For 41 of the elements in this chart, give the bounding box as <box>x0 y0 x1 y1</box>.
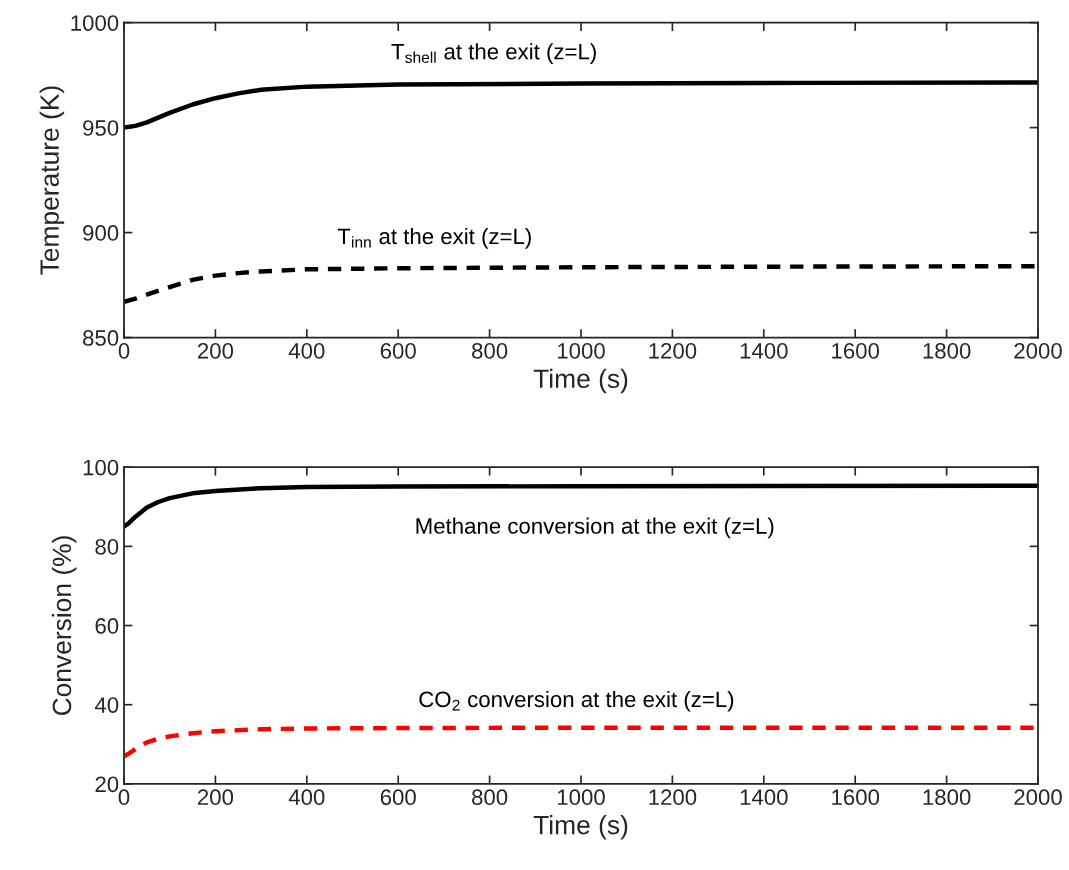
x-tick-label: 1600 <box>832 789 880 806</box>
y-tick-label: 950 <box>83 120 119 136</box>
x-tick-label: 400 <box>288 343 325 359</box>
x-tick-label: 1400 <box>740 789 788 806</box>
x-tick-label: 200 <box>197 343 234 359</box>
x-axis-title: Time (s) <box>533 815 628 840</box>
line-series <box>124 263 1038 305</box>
x-tick-label: 2000 <box>1014 343 1062 359</box>
x-tick-label: 1800 <box>923 789 971 806</box>
y-tick-label: 100 <box>83 459 119 476</box>
x-tick-label: 0 <box>118 343 130 359</box>
y-tick-label: 900 <box>83 225 119 241</box>
y-tick-label: 850 <box>83 330 119 346</box>
x-tick-label: 800 <box>472 343 508 359</box>
y-tick-label: 20 <box>95 776 119 793</box>
x-tick-label: 400 <box>288 789 325 806</box>
x-tick-label: 1200 <box>649 343 697 359</box>
annotation: CO$_{2}$ conversion at the exit (z=L) <box>419 690 734 712</box>
x-tick-label: 0 <box>118 789 130 806</box>
x-tick-label: 600 <box>380 343 416 359</box>
x-tick-label: 2000 <box>1014 789 1062 806</box>
y-tick-label: 60 <box>95 618 119 634</box>
x-tick-label: 1400 <box>740 343 788 359</box>
x-tick-label: 1000 <box>557 789 605 806</box>
x-tick-label: 1600 <box>832 343 880 359</box>
y-tick-label: 40 <box>94 697 119 713</box>
y-axis-title: Conversion (%) <box>51 536 77 716</box>
x-tick-label: 800 <box>472 789 508 806</box>
x-tick-label: 1000 <box>557 343 605 359</box>
x-tick-label: 1200 <box>649 789 697 806</box>
annotation: T$_{shell}$ at the exit (z=L) <box>391 43 596 64</box>
x-tick-label: 200 <box>197 789 234 806</box>
y-tick-label: 1000 <box>71 15 119 31</box>
y-tick-label: 80 <box>95 538 119 555</box>
annotation: T$_{inn}$ at the exit (z=L) <box>337 227 531 249</box>
x-tick-label: 1800 <box>923 343 971 359</box>
x-tick-label: 600 <box>380 789 416 806</box>
y-axis-title: Temperature (K) <box>39 86 65 275</box>
line-series <box>124 80 1038 130</box>
x-axis-title: Time (s) <box>533 368 628 394</box>
annotation: Methane conversion at the exit (z=L) <box>416 517 774 539</box>
